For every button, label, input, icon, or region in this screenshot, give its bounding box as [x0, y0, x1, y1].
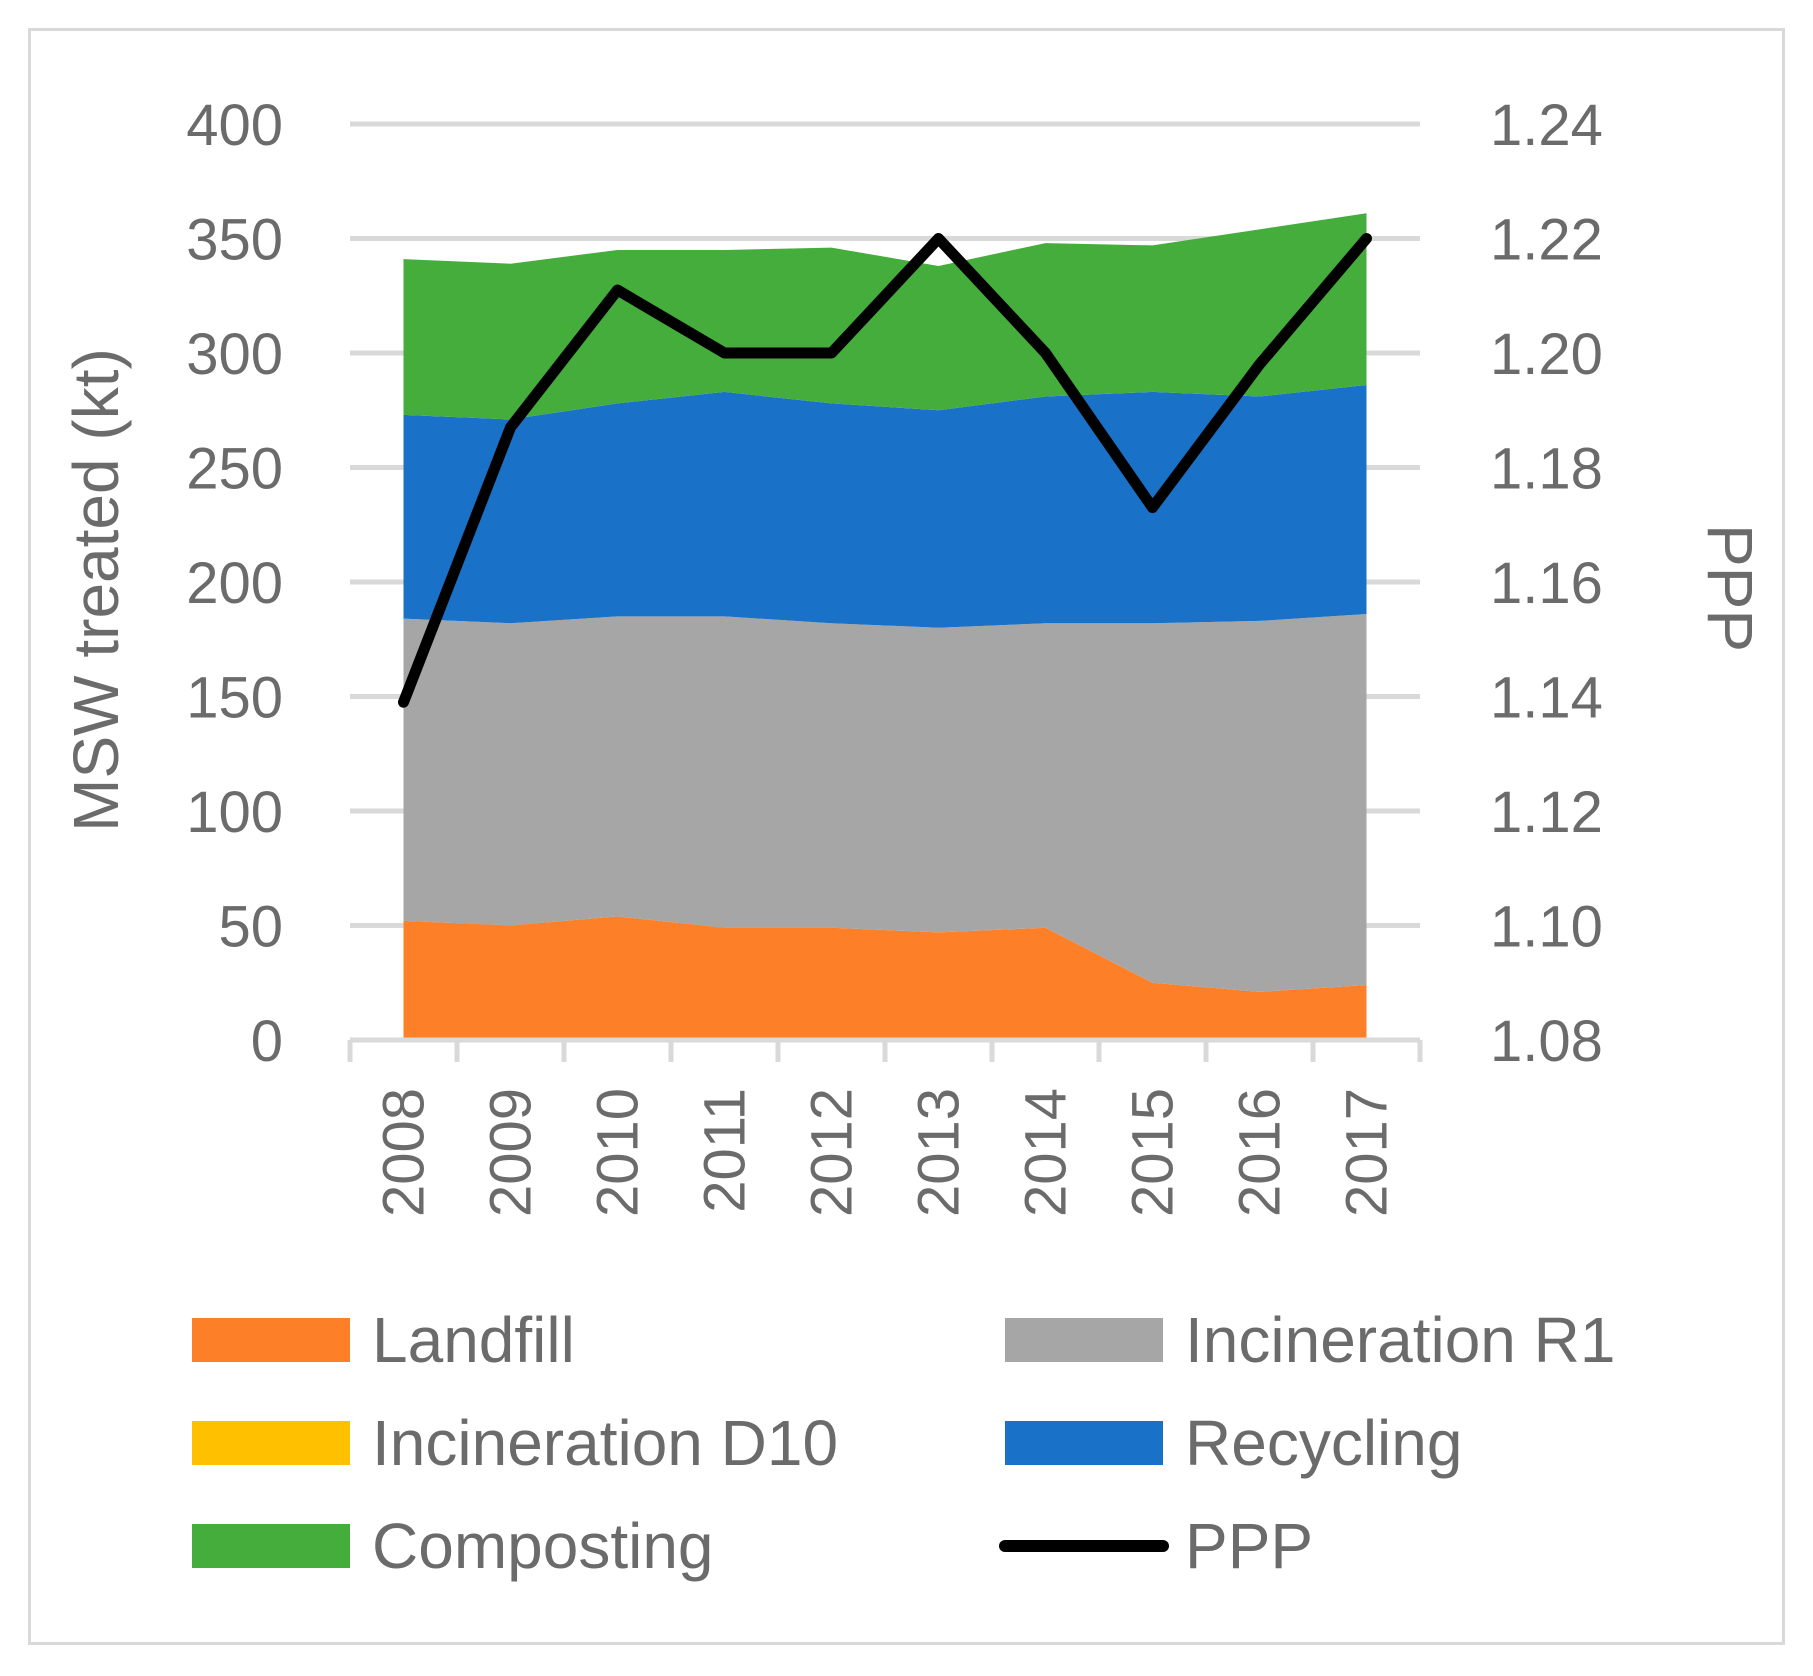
y-axis-title: MSW treated (kt) — [60, 348, 132, 832]
y-tick-label: 350 — [186, 208, 283, 273]
legend-swatch-composting — [192, 1524, 350, 1568]
y-tick-label: 200 — [186, 551, 283, 616]
x-axis-ticks: 2008 2009 2010 2011 2012 2013 2014 2015 2016 2017 — [372, 1088, 1400, 1217]
x-tick-label: 2016 — [1228, 1088, 1293, 1217]
y-tick-label: 400 — [186, 93, 283, 158]
y2-tick-label: 1.20 — [1490, 322, 1603, 387]
ppp-line-path — [398, 233, 1372, 708]
y-tick-label: 300 — [186, 322, 283, 387]
y-tick-label: 0 — [251, 1009, 283, 1074]
legend-label-incineration-d10: Incineration D10 — [372, 1407, 838, 1479]
x-axis — [347, 1037, 1423, 1062]
legend-label-incineration-r1: Incineration R1 — [1185, 1304, 1615, 1376]
legend-label-recycling: Recycling — [1185, 1407, 1462, 1479]
legend-swatch-landfill — [192, 1318, 350, 1362]
x-tick-label: 2014 — [1014, 1088, 1079, 1217]
y2-tick-label: 1.08 — [1490, 1009, 1603, 1074]
y-tick-label: 150 — [186, 666, 283, 731]
legend-swatch-incineration-d10 — [192, 1421, 350, 1465]
area-recycling — [403, 385, 1367, 628]
y2-tick-label: 1.22 — [1490, 208, 1603, 273]
y2-tick-label: 1.16 — [1490, 551, 1603, 616]
y2-tick-label: 1.14 — [1490, 666, 1603, 731]
y2-tick-label: 1.12 — [1490, 780, 1603, 845]
legend-label-composting: Composting — [372, 1510, 714, 1582]
x-tick-label: 2011 — [693, 1088, 758, 1213]
area-composting — [403, 213, 1367, 420]
legend-swatch-incineration-r1 — [1005, 1318, 1163, 1362]
legend-label-ppp: PPP — [1185, 1510, 1313, 1582]
stacked-areas — [403, 213, 1367, 1040]
y2-tick-label: 1.24 — [1490, 93, 1603, 158]
x-tick-label: 2008 — [372, 1088, 437, 1217]
legend: Landfill Incineration R1 Incineration D10 R… — [192, 1304, 1615, 1582]
y-tick-label: 50 — [218, 895, 283, 960]
x-tick-label: 2012 — [800, 1088, 865, 1217]
x-tick-label: 2017 — [1335, 1088, 1400, 1217]
y2-axis-title: PPP — [1694, 524, 1766, 652]
y2-tick-label: 1.18 — [1490, 437, 1603, 502]
x-tick-label: 2009 — [479, 1088, 544, 1217]
ppp-line — [398, 233, 1372, 708]
x-tick-label: 2010 — [586, 1088, 651, 1217]
area-incineration-r1 — [403, 614, 1367, 992]
y-axis-right-ticks: 1.08 1.10 1.12 1.14 1.16 1.18 1.20 1.22 1.24 — [1490, 93, 1603, 1074]
legend-label-landfill: Landfill — [372, 1304, 575, 1376]
y2-tick-label: 1.10 — [1490, 895, 1603, 960]
y-axis-left-ticks: 0 50 100 150 200 250 300 350 400 — [186, 93, 283, 1074]
legend-swatch-recycling — [1005, 1421, 1163, 1465]
y-tick-label: 100 — [186, 780, 283, 845]
area-landfill — [403, 916, 1367, 1040]
x-tick-label: 2013 — [907, 1088, 972, 1217]
x-tick-label: 2015 — [1121, 1088, 1186, 1217]
y-tick-label: 250 — [186, 437, 283, 502]
